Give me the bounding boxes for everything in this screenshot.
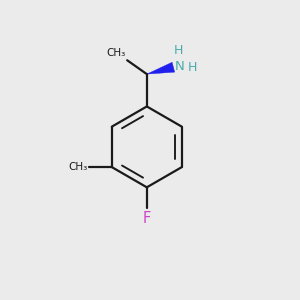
Text: H: H (173, 44, 183, 57)
Polygon shape (147, 62, 175, 74)
Text: F: F (143, 211, 151, 226)
Text: H: H (188, 61, 197, 74)
Text: CH₃: CH₃ (106, 48, 125, 59)
Text: CH₃: CH₃ (68, 162, 88, 172)
Text: N: N (174, 59, 184, 73)
